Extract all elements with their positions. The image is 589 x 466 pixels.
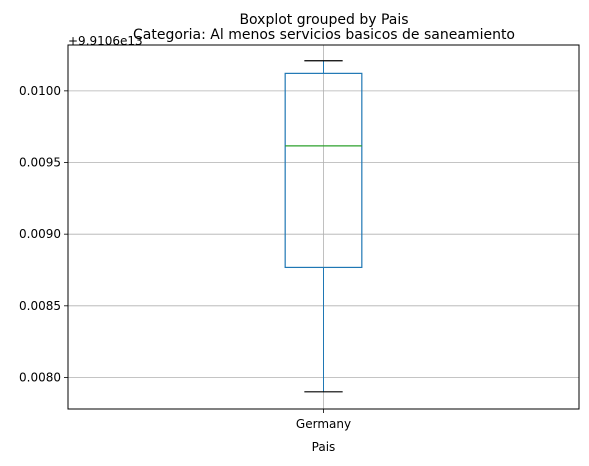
y-offset-label: +9.9106e13 xyxy=(68,34,143,48)
x-axis-label: Pais xyxy=(312,440,336,454)
chart-title: Categoria: Al menos servicios basicos de… xyxy=(133,27,515,43)
grid-layer xyxy=(68,45,579,409)
y-tick-label: 0.0095 xyxy=(19,156,61,170)
chart-suptitle: Boxplot grouped by Pais xyxy=(239,12,408,28)
box-iqr xyxy=(284,72,363,269)
y-tick-label: 0.0085 xyxy=(19,299,61,313)
y-tick-label: 0.0090 xyxy=(19,227,61,241)
y-tick-label: 0.0080 xyxy=(19,370,61,384)
x-tick-label: Germany xyxy=(296,417,351,431)
box-layer xyxy=(284,60,363,393)
tick-layer: 0.0080 0.0085 0.0090 0.0095 0.0100 Germany xyxy=(19,84,351,431)
y-tick-label: 0.0100 xyxy=(19,84,61,98)
